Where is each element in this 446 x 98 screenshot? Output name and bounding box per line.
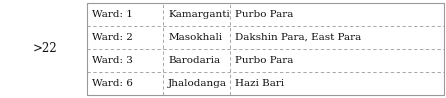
Text: Jhalodanga: Jhalodanga — [168, 79, 227, 88]
Text: Ward: 2: Ward: 2 — [92, 33, 133, 42]
Text: Barodaria: Barodaria — [168, 56, 220, 65]
Text: Kamarganti: Kamarganti — [168, 10, 230, 19]
Text: Ward: 1: Ward: 1 — [92, 10, 133, 19]
Text: >22: >22 — [32, 43, 57, 55]
Text: Ward: 6: Ward: 6 — [92, 79, 133, 88]
Text: Ward: 3: Ward: 3 — [92, 56, 133, 65]
Text: Hazi Bari: Hazi Bari — [235, 79, 284, 88]
Text: Purbo Para: Purbo Para — [235, 56, 293, 65]
Text: Dakshin Para, East Para: Dakshin Para, East Para — [235, 33, 361, 42]
Bar — [87, 3, 444, 95]
Text: Masokhali: Masokhali — [168, 33, 222, 42]
Text: Purbo Para: Purbo Para — [235, 10, 293, 19]
